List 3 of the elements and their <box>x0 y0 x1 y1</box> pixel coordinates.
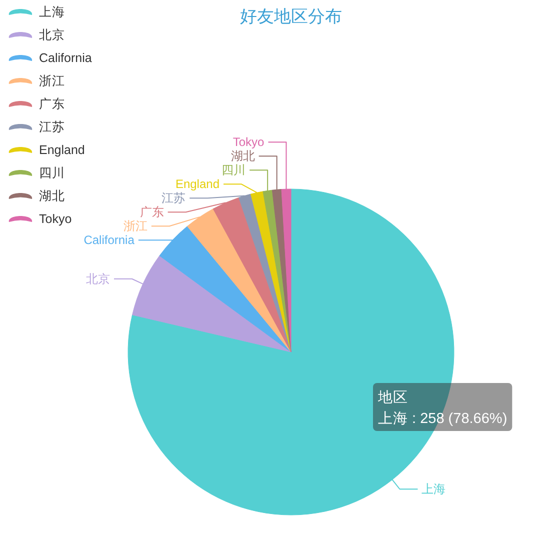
annotation: 上海 : 258 (78.66%) <box>378 411 508 427</box>
title: 好友地区分布 <box>240 7 342 26</box>
annotation: 地区 <box>378 390 408 406</box>
